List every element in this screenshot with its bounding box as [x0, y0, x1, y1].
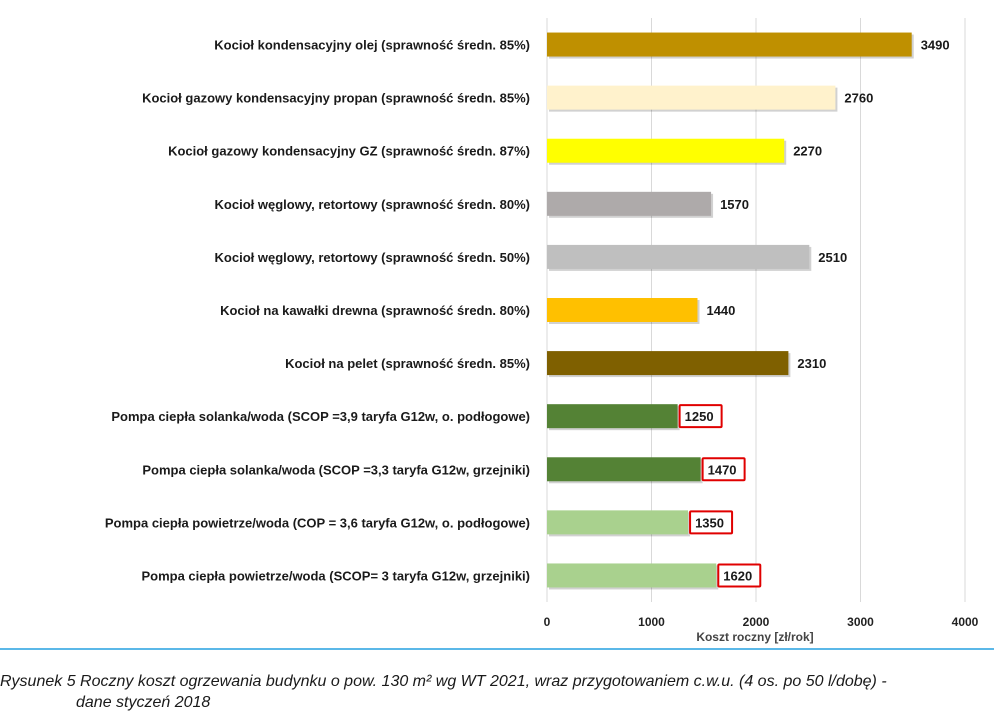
value-label: 2310 [797, 356, 826, 371]
value-label: 2510 [818, 250, 847, 265]
bar [547, 244, 810, 269]
x-axis-ticks: 0 1000 2000 3000 4000 [544, 615, 979, 629]
x-tick-label: 1000 [638, 615, 665, 629]
category-label: Kocioł na kawałki drewna (sprawność śred… [220, 303, 530, 318]
category-label: Kocioł węglowy, retortowy (sprawność śre… [215, 197, 530, 212]
value-label: 1620 [723, 568, 752, 583]
category-label: Pompa ciepła solanka/woda (SCOP =3,9 tar… [111, 409, 530, 424]
bar [547, 510, 689, 535]
bars-group [547, 32, 914, 590]
x-tick-label: 3000 [847, 615, 874, 629]
category-label: Kocioł węglowy, retortowy (sprawność śre… [215, 250, 530, 265]
category-label: Kocioł na pelet (sprawność średn. 85%) [285, 356, 530, 371]
value-label: 3490 [921, 38, 950, 53]
bar [547, 191, 712, 216]
figure-caption: Rysunek 5 Roczny koszt ogrzewania budynk… [0, 671, 994, 713]
bar [547, 298, 698, 322]
bar-chart: Kocioł kondensacyjny olej (sprawność śre… [105, 18, 979, 644]
category-label: Pompa ciepła powietrze/woda (COP = 3,6 t… [105, 515, 530, 530]
category-label: Pompa ciepła powietrze/woda (SCOP= 3 tar… [141, 568, 530, 583]
category-labels: Kocioł kondensacyjny olej (sprawność śre… [105, 38, 530, 584]
bar [547, 351, 789, 376]
value-label: 2760 [844, 91, 873, 106]
x-tick-label: 4000 [952, 615, 979, 629]
value-label: 2270 [793, 144, 822, 159]
category-label: Kocioł gazowy kondensacyjny GZ (sprawnoś… [168, 144, 530, 159]
bar [547, 563, 717, 588]
value-highlight-box [701, 457, 746, 482]
caption-line-2: dane styczeń 2018 [76, 694, 211, 711]
x-tick-label: 2000 [743, 615, 770, 629]
caption-line-1: Rysunek 5 Roczny koszt ogrzewania budynk… [0, 673, 887, 690]
caption-divider [0, 648, 994, 650]
category-label: Kocioł kondensacyjny olej (sprawność śre… [214, 38, 530, 53]
value-label: 1470 [708, 462, 737, 477]
gridlines [546, 18, 966, 602]
value-highlight-box [689, 510, 734, 535]
value-label: 1440 [706, 303, 735, 318]
bar [547, 404, 678, 429]
category-label: Kocioł gazowy kondensacyjny propan (spra… [142, 91, 530, 106]
value-label: 1250 [685, 409, 714, 424]
bar [547, 85, 836, 110]
x-axis-title: Koszt roczny [zł/rok] [696, 630, 813, 644]
value-label: 1350 [695, 515, 724, 530]
category-label: Pompa ciepła solanka/woda (SCOP =3,3 tar… [142, 462, 530, 477]
bar [547, 138, 785, 163]
bar [547, 32, 912, 57]
value-label: 1570 [720, 197, 749, 212]
value-labels: 3490 2760 2270 1570 2510 1440 2310 1250 1470 1350… [678, 38, 950, 588]
value-highlight-box [717, 563, 762, 588]
bar [547, 457, 701, 482]
x-tick-label: 0 [544, 615, 551, 629]
value-highlight-box [678, 404, 723, 429]
